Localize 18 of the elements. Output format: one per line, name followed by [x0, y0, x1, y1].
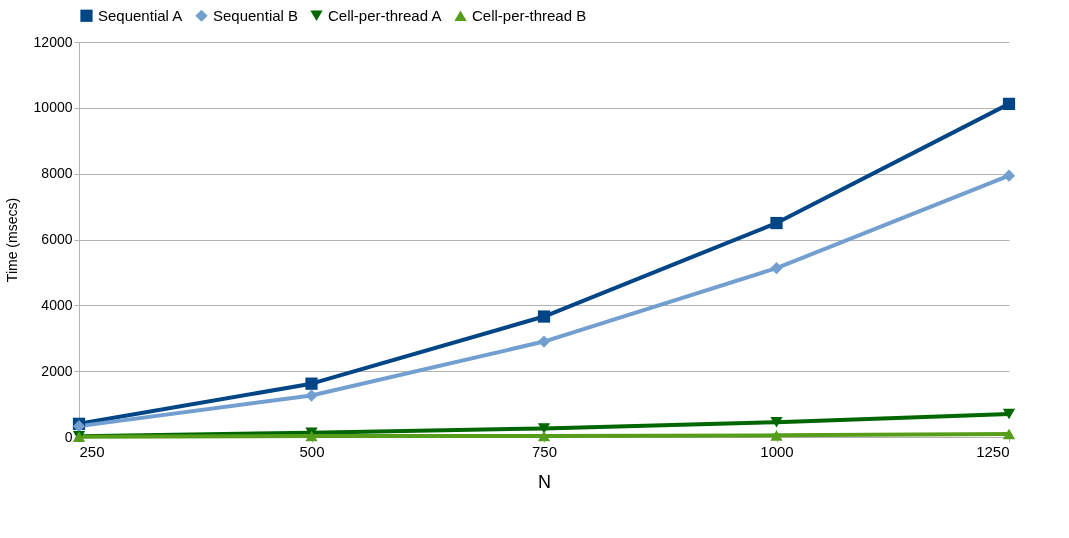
x-tick-label: 250: [79, 442, 105, 460]
x-tick-label: 750: [531, 442, 558, 460]
legend-label: Cell-per-thread B: [472, 6, 587, 24]
x-axis-title: N: [538, 471, 551, 492]
y-tick-label: 8000: [41, 165, 73, 182]
y-tick-label: 0: [64, 428, 73, 445]
x-tick-label: 1000: [760, 442, 794, 460]
y-axis-title: Time (msecs): [3, 197, 20, 283]
y-tick-label: 2000: [41, 362, 73, 379]
legend-label: Cell-per-thread A: [328, 6, 442, 24]
y-tick-label: 10000: [33, 99, 73, 116]
y-tick-label: 12000: [33, 33, 73, 50]
y-tick-label: 4000: [41, 296, 73, 313]
y-tick-label: 6000: [41, 231, 73, 247]
legend-label: Sequential A: [98, 6, 183, 24]
x-tick-label: 1250: [976, 442, 1010, 460]
x-tick-label: 500: [299, 442, 325, 460]
legend-label: Sequential B: [213, 6, 299, 24]
